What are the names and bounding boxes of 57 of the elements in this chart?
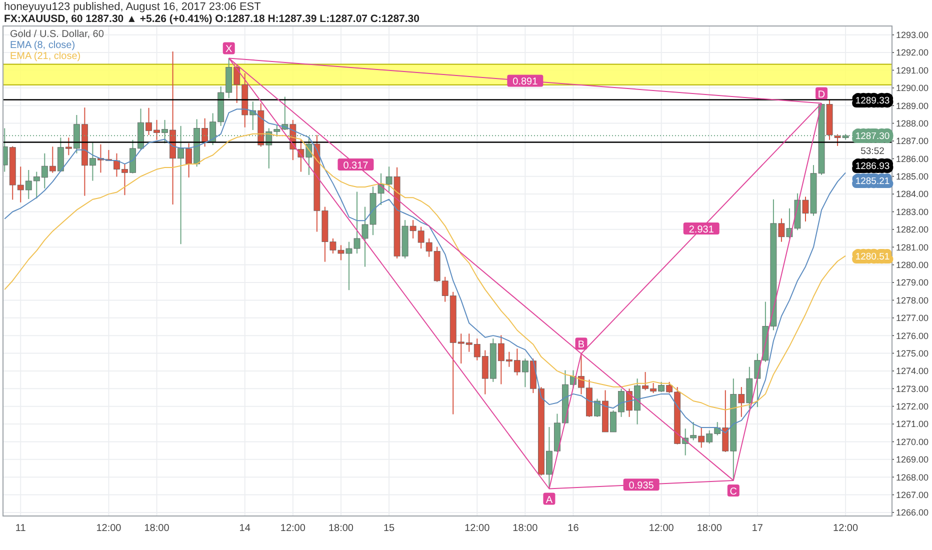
y-tick-label: 1271.00 (896, 419, 929, 430)
x-tick-label: 12:00 (833, 523, 858, 534)
y-tick-label: 1284.00 (896, 189, 929, 200)
x-tick-label: 12:00 (96, 523, 122, 534)
y-tick-label: 1269.00 (896, 454, 929, 465)
data-label: C (730, 486, 738, 498)
data-label: X (226, 44, 233, 56)
annotation: 0.935 (628, 480, 654, 492)
y-tick-label: 1267.00 (896, 490, 929, 500)
y-tick-label: 1285.00 (896, 172, 929, 182)
x-tick-label: 15 (383, 523, 396, 534)
y-tick-label: 1286.00 (896, 154, 929, 164)
data-label: B (578, 340, 585, 351)
y-tick-label: 1293.00 (896, 30, 929, 40)
y-tick-label: 1288.00 (896, 118, 929, 128)
y-tick-label: 1289.00 (896, 100, 929, 111)
y-tick-label: 1290.00 (896, 83, 929, 94)
x-tick-label: 14 (239, 523, 251, 534)
annotation: 0.891 (512, 76, 538, 88)
y-tick-label: 1277.00 (896, 313, 929, 324)
x-tick-label: 18:00 (144, 523, 170, 534)
y-tick-label: 1292.00 (896, 48, 929, 58)
x-tick-label: 12:00 (464, 523, 490, 534)
y-tick-label: 1291.00 (896, 65, 929, 76)
y-tick-label: 1268.00 (896, 472, 929, 482)
x-tick-label: 12:00 (648, 523, 674, 534)
y-tick-label: 1278.00 (896, 295, 929, 306)
data-label: A (546, 494, 553, 506)
annotation: Gold / U.S. Dollar, 60 (10, 29, 104, 40)
x-tick-label: 18:00 (328, 523, 354, 534)
y-tick-label: 1272.00 (896, 402, 929, 412)
y-tick-label: 1270.00 (896, 436, 929, 447)
chart-subtitle: FX:XAUUSD, 60 1287.30 ▲ +5.26 (+0.41%) O:1287.18 H:1287.39 L:1287.07 C:1287.30 (4, 13, 420, 25)
data-label: D (818, 89, 826, 100)
y-tick-label: 1275.00 (896, 348, 929, 358)
annotation: 0.317 (343, 160, 369, 172)
y-tick-label: 1274.00 (896, 366, 929, 376)
y-tick-label: 1283.00 (896, 206, 929, 217)
y-tick-label: 1281.00 (896, 242, 929, 252)
chart-title: honeyuyu123 published, August 16, 2017 23:06 EST (4, 1, 261, 13)
y-tick-label: 1276.00 (896, 330, 929, 341)
y-tick-label: 1287.00 (896, 136, 929, 146)
annotation: 2.931 (688, 224, 714, 236)
text: EMA (8, close) (10, 40, 76, 51)
x-tick-label: 17 (752, 523, 764, 534)
y-tick-label: 1279.00 (896, 278, 929, 288)
y-tick-label: 1282.00 (896, 224, 929, 235)
text: 53:52 (860, 146, 884, 158)
y-tick-label: 1280.00 (896, 260, 929, 270)
x-tick-label: 18:00 (696, 523, 722, 534)
x-tick-label: 11 (15, 523, 26, 534)
y-tick-label: 1273.00 (896, 384, 929, 394)
x-tick-label: 16 (568, 523, 580, 534)
x-tick-label: 18:00 (512, 523, 538, 534)
text: EMA (21, close) (10, 51, 82, 62)
x-tick-label: 12:00 (280, 523, 306, 534)
y-tick-label: 1266.00 (896, 508, 929, 518)
